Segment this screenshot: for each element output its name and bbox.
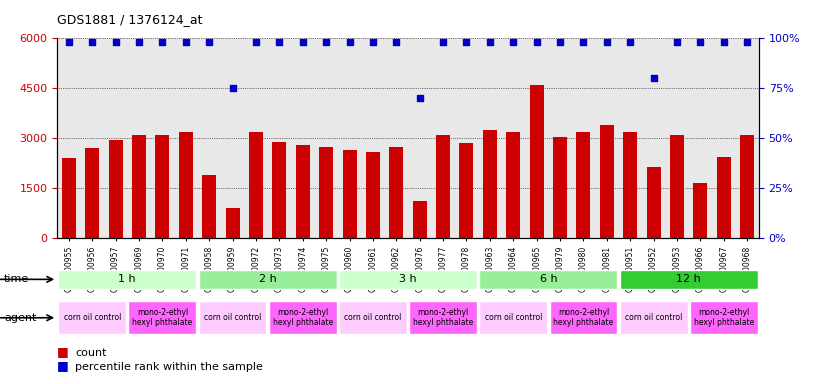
Bar — [483, 130, 497, 238]
Bar — [202, 175, 216, 238]
Bar — [619, 270, 758, 289]
Bar — [155, 135, 170, 238]
Point — [366, 39, 379, 45]
Bar — [339, 301, 407, 334]
Text: time: time — [4, 274, 29, 285]
Text: mono-2-ethyl
hexyl phthalate: mono-2-ethyl hexyl phthalate — [273, 308, 333, 328]
Point — [202, 39, 215, 45]
Point — [180, 39, 193, 45]
Point — [390, 39, 403, 45]
Bar — [619, 301, 688, 334]
Bar — [132, 135, 146, 238]
Point — [694, 39, 707, 45]
Point — [86, 39, 99, 45]
Bar — [436, 135, 450, 238]
Point — [343, 39, 356, 45]
Text: 12 h: 12 h — [676, 274, 701, 285]
Bar — [249, 132, 263, 238]
Text: percentile rank within the sample: percentile rank within the sample — [75, 362, 263, 372]
Point — [296, 39, 309, 45]
Point — [623, 39, 636, 45]
Bar — [62, 158, 76, 238]
Point — [109, 39, 122, 45]
Bar — [58, 270, 197, 289]
Bar — [109, 140, 122, 238]
Text: 6 h: 6 h — [539, 274, 557, 285]
Bar — [600, 125, 614, 238]
Bar — [553, 137, 567, 238]
Text: mono-2-ethyl
hexyl phthalate: mono-2-ethyl hexyl phthalate — [413, 308, 473, 328]
Bar — [506, 132, 521, 238]
Bar — [694, 183, 707, 238]
Bar — [58, 301, 126, 334]
Bar — [623, 132, 637, 238]
Point — [717, 39, 730, 45]
Text: ■: ■ — [57, 345, 69, 358]
Bar — [128, 301, 197, 334]
Text: ■: ■ — [57, 359, 69, 372]
Bar — [479, 270, 618, 289]
Bar — [273, 142, 286, 238]
Point — [62, 39, 75, 45]
Point — [483, 39, 496, 45]
Point — [553, 39, 566, 45]
Bar — [690, 301, 758, 334]
Point — [413, 95, 426, 101]
Bar — [198, 270, 337, 289]
Bar — [319, 147, 333, 238]
Point — [320, 39, 333, 45]
Text: corn oil control: corn oil control — [64, 313, 121, 322]
Text: count: count — [75, 348, 107, 358]
Text: mono-2-ethyl
hexyl phthalate: mono-2-ethyl hexyl phthalate — [553, 308, 614, 328]
Point — [647, 75, 660, 81]
Bar — [646, 167, 661, 238]
Text: GDS1881 / 1376124_at: GDS1881 / 1376124_at — [57, 13, 202, 26]
Point — [250, 39, 263, 45]
Bar — [198, 301, 267, 334]
Bar — [459, 143, 473, 238]
Point — [577, 39, 590, 45]
Bar — [225, 208, 240, 238]
Text: corn oil control: corn oil control — [485, 313, 542, 322]
Point — [741, 39, 754, 45]
Text: 1 h: 1 h — [118, 274, 136, 285]
Bar — [740, 135, 754, 238]
Text: corn oil control: corn oil control — [344, 313, 401, 322]
Bar — [530, 85, 543, 238]
Text: agent: agent — [4, 313, 37, 323]
Bar — [179, 132, 193, 238]
Bar — [670, 135, 684, 238]
Bar — [413, 202, 427, 238]
Bar — [389, 147, 403, 238]
Text: corn oil control: corn oil control — [204, 313, 261, 322]
Bar — [366, 152, 380, 238]
Bar — [343, 150, 357, 238]
Text: mono-2-ethyl
hexyl phthalate: mono-2-ethyl hexyl phthalate — [694, 308, 754, 328]
Bar — [479, 301, 548, 334]
Point — [507, 39, 520, 45]
Bar — [268, 301, 337, 334]
Bar — [295, 145, 310, 238]
Point — [132, 39, 145, 45]
Bar — [409, 301, 477, 334]
Point — [460, 39, 473, 45]
Text: 3 h: 3 h — [399, 274, 417, 285]
Point — [601, 39, 614, 45]
Point — [226, 85, 239, 91]
Point — [671, 39, 684, 45]
Point — [156, 39, 169, 45]
Point — [273, 39, 286, 45]
Text: corn oil control: corn oil control — [625, 313, 682, 322]
Text: 2 h: 2 h — [259, 274, 277, 285]
Point — [530, 39, 543, 45]
Bar — [339, 270, 477, 289]
Point — [437, 39, 450, 45]
Text: mono-2-ethyl
hexyl phthalate: mono-2-ethyl hexyl phthalate — [132, 308, 193, 328]
Bar — [576, 132, 591, 238]
Bar — [549, 301, 618, 334]
Bar — [716, 157, 731, 238]
Bar — [85, 148, 100, 238]
